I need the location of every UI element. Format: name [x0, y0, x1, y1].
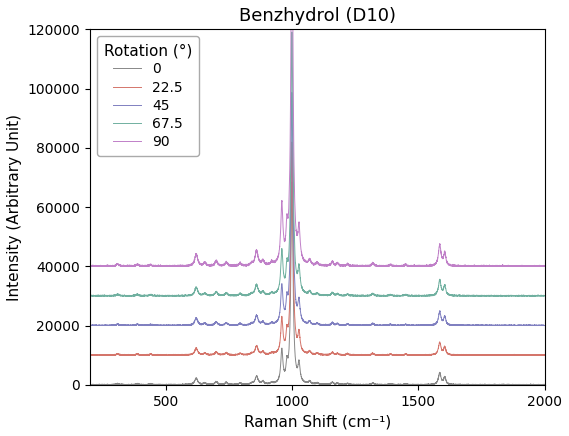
- 67.5: [448, 293, 455, 298]
- 22.5: [86, 353, 93, 358]
- 22.5: [541, 352, 548, 358]
- 67.5: [109, 293, 116, 299]
- 45: [109, 322, 116, 327]
- 67.5: [251, 288, 258, 293]
- 45: [356, 323, 362, 328]
- 22.5: [424, 352, 431, 358]
- Line: 67.5: 67.5: [90, 32, 545, 296]
- 67.5: [376, 293, 382, 299]
- Line: 45: 45: [90, 92, 545, 326]
- 90: [448, 263, 455, 268]
- X-axis label: Raman Shift (cm⁻¹): Raman Shift (cm⁻¹): [244, 414, 391, 429]
- 67.5: [541, 293, 548, 298]
- 0: [109, 382, 116, 387]
- 0: [251, 378, 258, 383]
- 22.5: [448, 352, 455, 358]
- 45: [86, 323, 93, 328]
- 67.5: [288, 30, 295, 35]
- 45: [448, 323, 455, 328]
- 0: [424, 382, 431, 388]
- 22.5: [251, 348, 258, 353]
- 90: [541, 264, 548, 269]
- 45: [376, 323, 382, 328]
- Line: 0: 0: [90, 182, 545, 385]
- 90: [356, 263, 362, 269]
- Title: Benzhydrol (D10): Benzhydrol (D10): [239, 7, 395, 25]
- 45: [423, 323, 430, 328]
- 0: [448, 382, 455, 387]
- 0: [288, 179, 295, 184]
- Legend: 0, 22.5, 45, 67.5, 90: 0, 22.5, 45, 67.5, 90: [97, 36, 199, 156]
- 67.5: [423, 293, 430, 298]
- 45: [288, 90, 295, 95]
- 0: [356, 382, 362, 387]
- 90: [251, 257, 258, 262]
- 0: [86, 382, 93, 387]
- 22.5: [86, 352, 93, 358]
- 67.5: [356, 293, 362, 298]
- 22.5: [109, 353, 116, 358]
- 90: [423, 263, 430, 268]
- 90: [376, 264, 382, 269]
- Line: 90: 90: [90, 0, 545, 266]
- 22.5: [288, 140, 295, 145]
- 90: [86, 264, 93, 269]
- 45: [251, 318, 258, 324]
- 0: [86, 382, 93, 388]
- 45: [541, 323, 548, 328]
- 0: [376, 382, 382, 388]
- 90: [109, 263, 116, 268]
- 22.5: [356, 352, 362, 358]
- 67.5: [86, 293, 93, 299]
- 0: [541, 382, 548, 387]
- 22.5: [376, 352, 382, 358]
- Y-axis label: Intensity (Arbitrary Unit): Intensity (Arbitrary Unit): [7, 113, 22, 300]
- Line: 22.5: 22.5: [90, 142, 545, 355]
